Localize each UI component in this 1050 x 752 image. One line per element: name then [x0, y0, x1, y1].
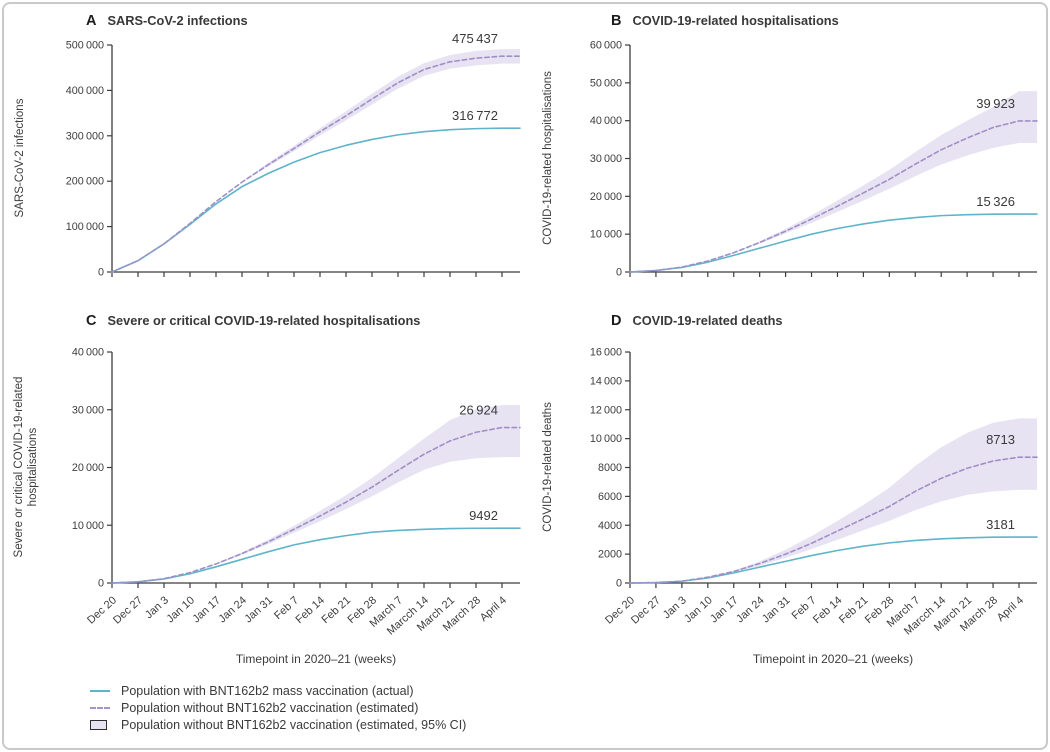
ci-band	[630, 418, 1037, 583]
y-tick-label: 20 000	[590, 191, 622, 203]
y-tick-label: 20 000	[72, 462, 104, 474]
end-label-actual: 3181	[986, 517, 1015, 532]
legend-label-estimated: Population without BNT162b2 vaccination …	[121, 700, 419, 715]
panel-c-title-text: Severe or critical COVID-19-related hosp…	[107, 313, 421, 328]
panel-b-title-text: COVID-19-related hospitalisations	[632, 13, 839, 28]
y-tick-label: 400 000	[66, 85, 104, 97]
y-tick-label: 0	[98, 578, 104, 590]
y-tick-label: 6000	[598, 491, 622, 503]
ci-box-swatch-icon	[90, 719, 112, 730]
panel-c-letter: C	[86, 313, 97, 329]
x-tick-label: Jan 31	[760, 594, 793, 625]
dashed-line-swatch-icon	[90, 706, 112, 709]
series-estimated-line	[111, 426, 521, 584]
y-tick-label: 2000	[598, 549, 622, 561]
y-tick-label: 16 000	[590, 347, 622, 359]
x-tick-label: April 4	[995, 594, 1026, 624]
panel-c-title: C Severe or critical COVID-19-related hos…	[86, 312, 420, 330]
x-tick-label: Jan 17	[708, 594, 741, 625]
series-estimated-line	[629, 456, 1038, 584]
legend-label-actual: Population with BNT162b2 mass vaccinatio…	[121, 683, 414, 698]
ci-band	[112, 49, 520, 272]
panel-a-title-text: SARS-CoV-2 infections	[107, 13, 248, 28]
panel-a-chart: 0 100 000 200 000 300 000 400 000 500 000 316 …	[66, 31, 521, 279]
axes	[111, 352, 520, 584]
x-tick-label: Jan 24	[734, 594, 767, 625]
series-actual-line	[111, 527, 521, 584]
x-tick-label: Jan 24	[216, 594, 249, 625]
panel-d-chart: 0 2000 4000 6000 8000 10 000 12 000 14 000 16 00…	[590, 347, 1038, 638]
axes	[629, 45, 1037, 273]
y-tick-label: 30 000	[590, 153, 622, 165]
y-tick-label: 200 000	[66, 176, 104, 188]
end-label-estimated: 39 923	[976, 96, 1015, 111]
y-tick-label: 12 000	[590, 404, 622, 416]
series-actual-line	[629, 536, 1038, 584]
series-estimated-line	[629, 120, 1038, 273]
y-tick-label: 50 000	[590, 77, 622, 89]
y-tick-label: 40 000	[590, 115, 622, 127]
end-label-estimated: 475 437	[452, 31, 498, 46]
y-tick-label: 500 000	[66, 40, 104, 52]
panel-d-title: D COVID-19-related deaths	[611, 312, 783, 330]
end-label-actual: 15 326	[976, 194, 1015, 209]
x-tick-label: April 4	[478, 594, 509, 624]
ci-band	[630, 91, 1037, 272]
y-tick-label: 0	[616, 578, 622, 590]
legend-item-actual: Population with BNT162b2 mass vaccinatio…	[90, 682, 466, 699]
panel-b-title: B COVID-19-related hospitalisations	[611, 12, 839, 30]
y-tick-label: 10 000	[72, 520, 104, 532]
y-tick-label: 0	[98, 267, 104, 279]
panel-a-letter: A	[86, 13, 97, 29]
series-actual-line	[629, 213, 1038, 273]
x-tick-label: Jan 10	[164, 594, 197, 625]
x-axis-title-right: Timepoint in 2020–21 (weeks)	[752, 652, 914, 666]
x-tick-label: Jan 10	[682, 594, 715, 625]
end-label-estimated: 8713	[986, 432, 1015, 447]
legend: Population with BNT162b2 mass vaccinatio…	[90, 682, 466, 733]
y-tick-label: 4000	[598, 520, 622, 532]
panel-a-title: A SARS-CoV-2 infections	[86, 12, 248, 30]
y-tick-label: 8000	[598, 462, 622, 474]
y-tick-label: 40 000	[72, 347, 104, 359]
y-tick-label: 0	[616, 267, 622, 279]
legend-item-estimated: Population without BNT162b2 vaccination …	[90, 699, 466, 716]
x-tick-label: Jan 17	[190, 594, 223, 625]
x-axis-title-left: Timepoint in 2020–21 (weeks)	[235, 652, 397, 666]
end-label-estimated: 26 924	[459, 403, 498, 418]
y-tick-label: 100 000	[66, 221, 104, 233]
x-tick-label: Jan 31	[242, 594, 275, 625]
y-tick-label: 30 000	[72, 404, 104, 416]
y-tick-label: 10 000	[590, 433, 622, 445]
y-tick-label: 14 000	[590, 375, 622, 387]
x-tick-label: Dec 27	[111, 594, 145, 626]
panel-b-chart: 0 10 000 20 000 30 000 40 000 50 000 60 000 15 …	[590, 40, 1038, 279]
axes	[111, 45, 520, 273]
legend-item-ci: Population without BNT162b2 vaccination …	[90, 716, 466, 733]
solid-line-swatch-icon	[90, 689, 112, 692]
legend-label-ci: Population without BNT162b2 vaccination …	[121, 717, 467, 732]
panel-d-title-text: COVID-19-related deaths	[632, 313, 783, 328]
series-estimated-line	[111, 55, 521, 273]
y-tick-label: 10 000	[590, 229, 622, 241]
ci-band	[112, 405, 520, 583]
y-tick-label: 60 000	[590, 40, 622, 52]
end-label-actual: 9492	[469, 508, 498, 523]
panel-b-letter: B	[611, 13, 622, 29]
y-tick-label: 300 000	[66, 130, 104, 142]
series-actual-line	[111, 127, 521, 273]
x-tick-label: Dec 27	[629, 594, 663, 626]
end-label-actual: 316 772	[452, 108, 498, 123]
panel-d-letter: D	[611, 313, 622, 329]
